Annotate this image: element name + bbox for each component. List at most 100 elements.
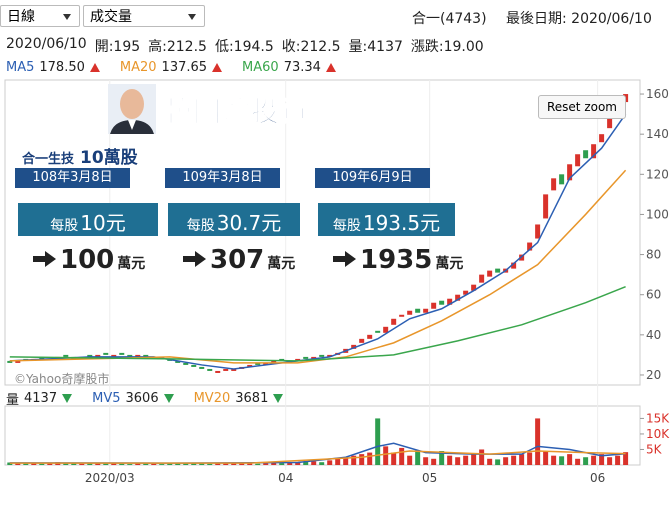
y-tick-label: 100 xyxy=(646,207,669,221)
candle xyxy=(119,352,125,355)
price-frame xyxy=(4,79,641,386)
total-unit: 萬元 xyxy=(117,256,146,272)
candle xyxy=(199,366,205,369)
legend-item: MV20 3681 xyxy=(194,389,284,408)
volume-bar xyxy=(503,457,509,465)
candle xyxy=(399,314,405,317)
y-tick-label: 20 xyxy=(646,368,661,382)
volume-bar xyxy=(471,454,477,465)
candle xyxy=(215,370,221,373)
indicator-select[interactable]: 成交量 xyxy=(83,5,205,27)
trend-arrow xyxy=(212,63,223,72)
info-row: 2020/06/10 開:195 高:212.5 低:194.5 收:212.5 量:41… xyxy=(6,36,484,56)
info-item: 開:195 xyxy=(94,39,141,55)
company: 合一生技 xyxy=(22,152,75,167)
info-item: 低:194.5 xyxy=(214,39,274,55)
y-tick-label: 80 xyxy=(646,248,661,262)
candle xyxy=(559,174,565,185)
candle xyxy=(543,194,549,219)
candle xyxy=(359,338,365,343)
photo xyxy=(108,84,156,134)
candle xyxy=(511,262,517,269)
price-box: 每股 193.5元 xyxy=(318,203,455,236)
candle xyxy=(479,274,485,283)
y-tick-label: 15K xyxy=(646,411,670,425)
volume-bar xyxy=(199,463,205,465)
price: 10元 xyxy=(80,211,126,235)
volume-bar xyxy=(343,457,349,465)
volume-bar xyxy=(319,462,325,465)
total-unit: 萬元 xyxy=(435,256,464,272)
candle xyxy=(415,308,421,313)
volume-bar xyxy=(167,463,173,465)
volume-bar xyxy=(79,463,85,465)
volume-bar xyxy=(399,447,405,465)
volume-bar xyxy=(495,459,501,465)
volume-bar xyxy=(183,463,189,465)
candle xyxy=(111,354,117,357)
legend-value: 4137 xyxy=(24,391,58,406)
legend-item: MA5 178.50 xyxy=(6,60,100,75)
volume-bar xyxy=(135,463,141,465)
candle xyxy=(87,354,93,357)
volume-bar xyxy=(431,458,437,465)
candle xyxy=(279,358,285,361)
ma-legend: MA5 178.50 MA20 137.65 MA60 73.34 xyxy=(6,60,348,75)
candle xyxy=(295,358,301,361)
volume-bar xyxy=(143,463,149,465)
reset-zoom[interactable]: Reset zoom xyxy=(538,95,626,119)
date-tag: 109年6月9日 xyxy=(315,168,430,188)
candle xyxy=(527,242,533,251)
candle xyxy=(439,300,445,305)
candle xyxy=(471,284,477,291)
volume-bar xyxy=(455,457,461,465)
candle xyxy=(127,354,133,357)
volume-bar xyxy=(15,463,21,465)
candle xyxy=(431,302,437,309)
total: 307 萬元 xyxy=(183,245,295,275)
candle xyxy=(463,290,469,295)
legend-value: 3681 xyxy=(235,391,269,406)
volume-bar xyxy=(511,455,517,465)
x-tick-label: 06 xyxy=(590,471,605,485)
candle xyxy=(423,308,429,313)
arrow xyxy=(33,251,56,267)
volume-bar xyxy=(127,464,133,465)
volume-bar xyxy=(151,463,157,465)
candle xyxy=(231,368,237,371)
legend-value: 73.34 xyxy=(283,60,321,75)
volume-bar xyxy=(23,463,29,465)
candle xyxy=(383,326,389,333)
volume-bar xyxy=(463,455,469,465)
legend-name: MA5 xyxy=(6,60,35,75)
volume-bar xyxy=(119,463,125,465)
legend-value: 137.65 xyxy=(161,60,208,75)
y-tick-label: 10K xyxy=(646,427,670,441)
y-tick-label: 5K xyxy=(646,442,663,456)
volume-bar xyxy=(527,452,533,465)
candle xyxy=(311,356,317,359)
volume-bar xyxy=(239,463,245,465)
volume-bar xyxy=(415,451,421,465)
volume-bar xyxy=(479,449,485,465)
volume-bar xyxy=(303,461,309,465)
volume-bar xyxy=(551,455,557,465)
trend-arrow xyxy=(62,394,73,403)
volume-bar xyxy=(223,463,229,465)
x-tick-label: 05 xyxy=(422,471,437,485)
volume-bar xyxy=(575,458,581,465)
legend-name: MA20 xyxy=(119,60,157,75)
last-date: 最後日期: 2020/06/10 xyxy=(506,11,652,27)
y-tick-label: 60 xyxy=(646,288,661,302)
y-tick-label: 140 xyxy=(646,127,669,141)
trend-arrow xyxy=(325,63,336,72)
total-value: 100 xyxy=(60,245,115,275)
volume-bar xyxy=(39,463,45,465)
candle xyxy=(15,360,21,363)
holding: 合一生技 10萬股 xyxy=(22,143,138,168)
period-select[interactable]: 日線 xyxy=(0,5,80,27)
y-tick-label: 160 xyxy=(646,87,669,101)
candle xyxy=(447,298,453,305)
arrow xyxy=(183,251,206,267)
